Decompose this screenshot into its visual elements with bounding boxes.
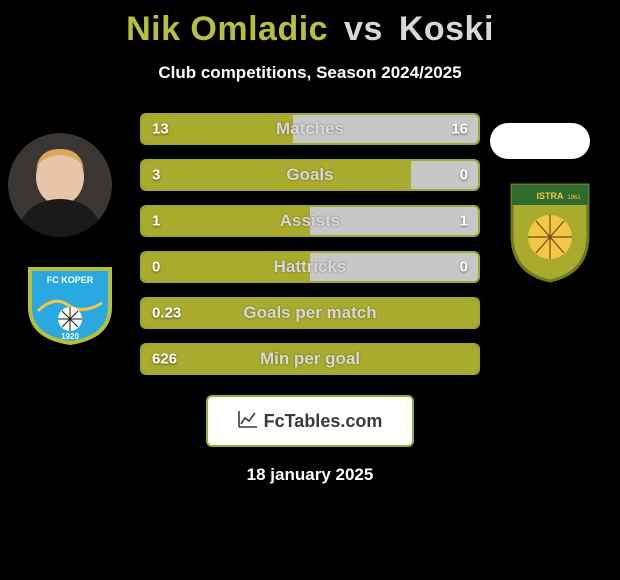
bar-value-right: 1 xyxy=(460,213,468,230)
page-title: Nik Omladic vs Koski xyxy=(0,0,620,49)
club-logo-left: FC KOPER 1920 xyxy=(18,261,122,345)
bar-segment-left xyxy=(142,161,411,189)
chart-icon xyxy=(238,410,258,433)
footer-date: 18 january 2025 xyxy=(0,465,620,485)
title-player-right: Koski xyxy=(399,10,494,48)
club-logo-right: ISTRA 1961 xyxy=(498,175,602,285)
bar-value-left: 0 xyxy=(152,259,160,276)
bar-label: Goals per match xyxy=(243,303,376,323)
bar-value-left: 626 xyxy=(152,351,177,368)
svg-text:FC KOPER: FC KOPER xyxy=(47,275,94,285)
bar-value-right: 0 xyxy=(460,167,468,184)
bar-label: Min per goal xyxy=(260,349,360,369)
avatar-left-svg xyxy=(8,133,112,237)
title-player-left: Nik Omladic xyxy=(126,10,328,48)
bar-value-right: 0 xyxy=(460,259,468,276)
club-left-svg: FC KOPER 1920 xyxy=(18,261,122,345)
content-area: FC KOPER 1920 ISTRA 1961 Matches1316Go xyxy=(0,113,620,375)
stat-row: Matches 13 16 xyxy=(140,113,480,145)
bar-label: Hattricks xyxy=(274,257,347,277)
bar-value-left: 13 xyxy=(152,121,169,138)
bar-value-left: 0.23 xyxy=(152,305,181,322)
player-avatar-left xyxy=(8,133,112,237)
stat-row: Goals 3 0 xyxy=(140,159,480,191)
bar-label: Matches xyxy=(276,119,344,139)
stat-row: Min per goal 626 xyxy=(140,343,480,375)
stat-row: Hattricks 0 0 xyxy=(140,251,480,283)
club-right-svg: ISTRA 1961 xyxy=(498,175,602,285)
bar-label: Goals xyxy=(286,165,333,185)
stat-bars: Matches1316Goals30Assists11Hattricks00Go… xyxy=(140,113,480,375)
comparison-card: Nik Omladic vs Koski Club competitions, … xyxy=(0,0,620,580)
stat-row: Goals per match 0.23 xyxy=(140,297,480,329)
footer-brand-text: FcTables.com xyxy=(264,411,383,432)
svg-text:1961: 1961 xyxy=(567,195,581,201)
svg-text:1920: 1920 xyxy=(61,332,79,341)
bar-value-left: 3 xyxy=(152,167,160,184)
bar-value-left: 1 xyxy=(152,213,160,230)
subtitle: Club competitions, Season 2024/2025 xyxy=(0,63,620,83)
stat-row: Assists 1 1 xyxy=(140,205,480,237)
svg-text:ISTRA: ISTRA xyxy=(537,191,565,201)
footer-brand-badge[interactable]: FcTables.com xyxy=(206,395,414,447)
player-avatar-right xyxy=(490,123,590,159)
title-vs: vs xyxy=(344,10,383,48)
bar-value-right: 16 xyxy=(451,121,468,138)
bar-label: Assists xyxy=(280,211,340,231)
